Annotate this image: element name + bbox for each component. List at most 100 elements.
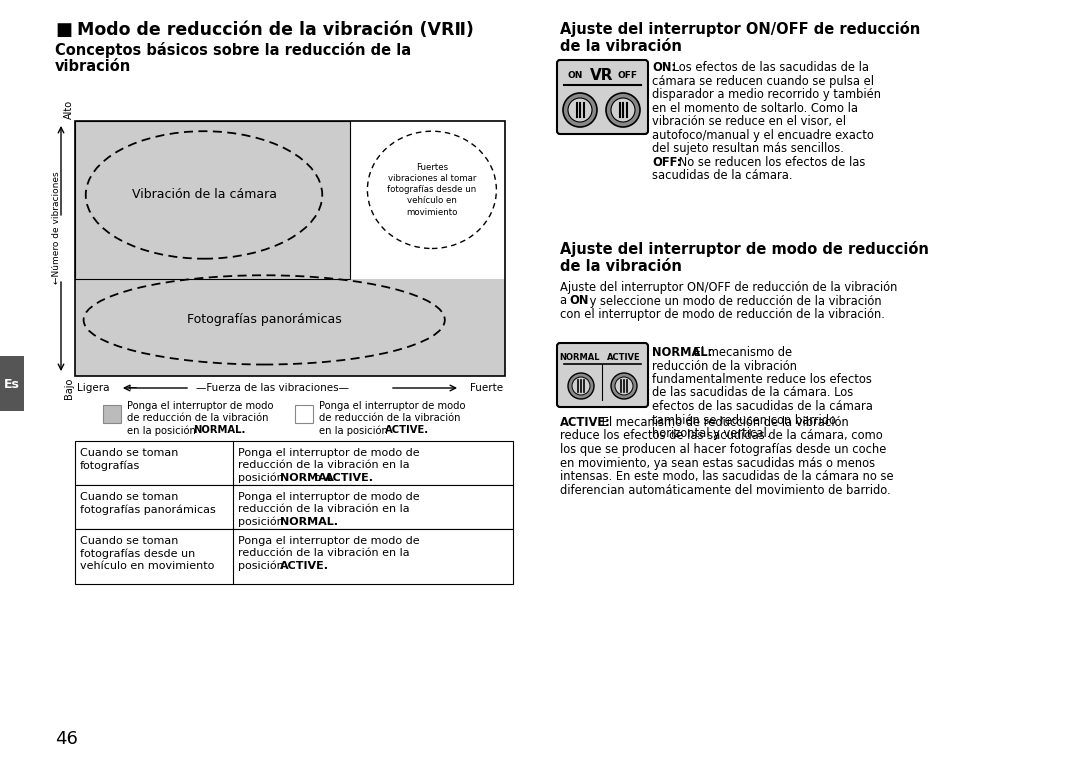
Text: efectos de las sacudidas de la cámara: efectos de las sacudidas de la cámara: [652, 400, 873, 413]
Text: disparador a medio recorrido y también: disparador a medio recorrido y también: [652, 88, 881, 101]
Bar: [350, 121, 505, 279]
Text: —Fuerza de las vibraciones—: —Fuerza de las vibraciones—: [197, 383, 349, 393]
Text: diferencian automáticamente del movimiento de barrido.: diferencian automáticamente del movimien…: [561, 483, 891, 496]
Text: Cuando se toman
fotografías: Cuando se toman fotografías: [80, 448, 178, 471]
Ellipse shape: [367, 131, 497, 248]
Text: ACTIVE: ACTIVE: [607, 353, 640, 362]
Text: Ponga el interruptor de modo de: Ponga el interruptor de modo de: [238, 448, 419, 458]
Text: de la vibración: de la vibración: [561, 259, 681, 274]
Text: vibración se reduce en el visor, el: vibración se reduce en el visor, el: [652, 115, 846, 128]
Text: NORMAL.: NORMAL.: [280, 517, 338, 527]
Bar: [75, 485, 513, 529]
Text: horizontal y vertical.: horizontal y vertical.: [652, 427, 770, 440]
Bar: [295, 405, 313, 423]
Text: El mecanismo de reducción de la vibración: El mecanismo de reducción de la vibració…: [598, 416, 849, 429]
Circle shape: [568, 98, 592, 122]
Text: ON: ON: [569, 294, 589, 307]
Text: Cuando se toman
fotografías panorámicas: Cuando se toman fotografías panorámicas: [80, 492, 216, 515]
Circle shape: [568, 373, 594, 399]
Bar: [0, 356, 24, 411]
Text: posición: posición: [238, 473, 287, 483]
FancyBboxPatch shape: [557, 343, 648, 407]
Text: VR: VR: [591, 68, 613, 83]
Text: ON: ON: [568, 71, 583, 80]
Text: Fuerte: Fuerte: [470, 383, 503, 393]
Text: Ponga el interruptor de modo: Ponga el interruptor de modo: [127, 401, 273, 411]
FancyBboxPatch shape: [557, 60, 648, 134]
Text: ACTIVE:: ACTIVE:: [561, 416, 611, 429]
Text: NORMAL.: NORMAL.: [193, 425, 245, 435]
Text: NORMAL: NORMAL: [559, 353, 600, 362]
Text: ON:: ON:: [652, 61, 676, 74]
Text: reducción de la vibración en la: reducción de la vibración en la: [238, 548, 409, 558]
Text: fundamentalmente reduce los efectos: fundamentalmente reduce los efectos: [652, 373, 872, 386]
Text: en la posición: en la posición: [319, 425, 391, 436]
Text: también se reducen con barrido: también se reducen con barrido: [652, 414, 836, 427]
Circle shape: [615, 377, 633, 395]
Text: Fuertes
vibraciones al tomar
fotografías desde un
vehículo en
movimiento: Fuertes vibraciones al tomar fotografías…: [388, 163, 476, 217]
Text: ACTIVE.: ACTIVE.: [325, 473, 374, 483]
Text: posición: posición: [238, 561, 287, 571]
Text: ■: ■: [55, 21, 72, 39]
Text: Alto: Alto: [64, 100, 75, 119]
Text: Los efectos de las sacudidas de la: Los efectos de las sacudidas de la: [670, 61, 869, 74]
Text: Ponga el interruptor de modo: Ponga el interruptor de modo: [319, 401, 465, 411]
Text: Bajo: Bajo: [64, 378, 75, 399]
Text: NORMAL: NORMAL: [280, 473, 334, 483]
Text: reduce los efectos de las sacudidas de la cámara, como: reduce los efectos de las sacudidas de l…: [561, 430, 882, 443]
Text: cámara se reducen cuando se pulsa el: cámara se reducen cuando se pulsa el: [652, 74, 874, 87]
Bar: [75, 121, 350, 279]
Text: OFF: OFF: [617, 71, 637, 80]
Text: Ponga el interruptor de modo de: Ponga el interruptor de modo de: [238, 492, 419, 502]
Text: del sujeto resultan más sencillos.: del sujeto resultan más sencillos.: [652, 142, 843, 155]
Text: reducción de la vibración en la: reducción de la vibración en la: [238, 504, 409, 515]
Text: Ajuste del interruptor ON/OFF de reducción: Ajuste del interruptor ON/OFF de reducci…: [561, 21, 920, 37]
Text: autofoco/manual y el encuadre exacto: autofoco/manual y el encuadre exacto: [652, 129, 874, 142]
Text: ←Número de vibraciones: ←Número de vibraciones: [52, 172, 60, 284]
Circle shape: [611, 373, 637, 399]
Text: Modo de reducción de la vibración (VRⅡ): Modo de reducción de la vibración (VRⅡ): [71, 21, 474, 39]
Text: con el interruptor de modo de reducción de la vibración.: con el interruptor de modo de reducción …: [561, 308, 885, 321]
Text: en movimiento, ya sean estas sacudidas más o menos: en movimiento, ya sean estas sacudidas m…: [561, 457, 875, 470]
Text: Ajuste del interruptor de modo de reducción: Ajuste del interruptor de modo de reducc…: [561, 241, 929, 257]
Text: de las sacudidas de la cámara. Los: de las sacudidas de la cámara. Los: [652, 387, 853, 400]
Bar: [75, 529, 513, 584]
Circle shape: [572, 377, 590, 395]
Text: NORMAL:: NORMAL:: [652, 346, 712, 359]
Text: posición: posición: [238, 517, 287, 527]
Bar: [75, 121, 505, 376]
Text: El mecanismo de: El mecanismo de: [690, 346, 793, 359]
Text: de reducción de la vibración: de reducción de la vibración: [319, 413, 460, 423]
Text: Fotografías panorámicas: Fotografías panorámicas: [187, 313, 341, 326]
Text: ←: ←: [127, 383, 136, 393]
Text: No se reducen los efectos de las: No se reducen los efectos de las: [675, 155, 865, 169]
Text: Cuando se toman
fotografías desde un
vehículo en movimiento: Cuando se toman fotografías desde un veh…: [80, 536, 214, 571]
Text: a: a: [561, 294, 570, 307]
Text: ACTIVE.: ACTIVE.: [384, 425, 429, 435]
Text: Conceptos básicos sobre la reducción de la: Conceptos básicos sobre la reducción de …: [55, 42, 411, 58]
Text: OFF:: OFF:: [652, 155, 681, 169]
Text: Vibración de la cámara: Vibración de la cámara: [132, 188, 276, 201]
Text: Ajuste del interruptor ON/OFF de reducción de la vibración: Ajuste del interruptor ON/OFF de reducci…: [561, 281, 897, 294]
Text: 46: 46: [55, 730, 78, 748]
Text: sacudidas de la cámara.: sacudidas de la cámara.: [652, 169, 793, 182]
Bar: [103, 405, 121, 423]
Text: vibración: vibración: [55, 59, 132, 74]
Text: ACTIVE.: ACTIVE.: [280, 561, 328, 571]
Text: de reducción de la vibración: de reducción de la vibración: [127, 413, 269, 423]
Text: Es: Es: [4, 378, 19, 391]
Text: en la posición: en la posición: [127, 425, 199, 436]
Circle shape: [606, 93, 640, 127]
Text: reducción de la vibración: reducción de la vibración: [652, 359, 797, 372]
Text: y seleccione un modo de reducción de la vibración: y seleccione un modo de reducción de la …: [585, 294, 881, 307]
Text: Ligera: Ligera: [77, 383, 109, 393]
Bar: [75, 441, 513, 485]
Text: en el momento de soltarlo. Como la: en el momento de soltarlo. Como la: [652, 102, 858, 114]
Bar: [75, 121, 505, 376]
Circle shape: [611, 98, 635, 122]
Text: reducción de la vibración en la: reducción de la vibración en la: [238, 460, 409, 470]
Text: intensas. En este modo, las sacudidas de la cámara no se: intensas. En este modo, las sacudidas de…: [561, 470, 893, 483]
Circle shape: [563, 93, 597, 127]
Text: los que se producen al hacer fotografías desde un coche: los que se producen al hacer fotografías…: [561, 443, 887, 456]
Text: de la vibración: de la vibración: [561, 39, 681, 54]
